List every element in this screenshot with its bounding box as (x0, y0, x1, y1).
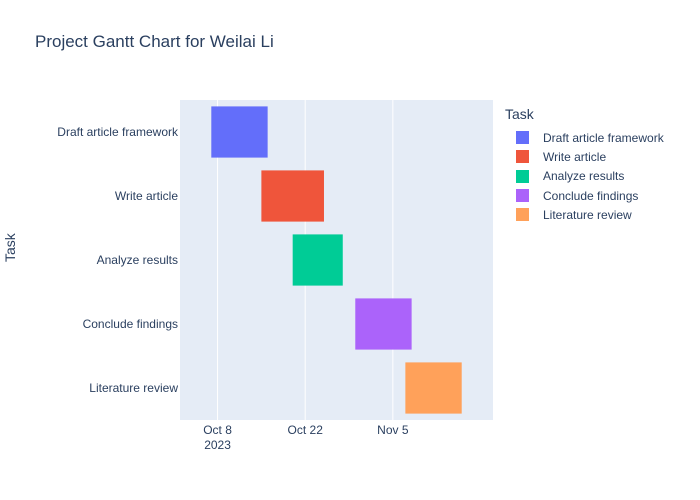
gantt-bar[interactable] (211, 106, 268, 158)
x-tick-label: Oct 8 (203, 423, 232, 437)
gantt-bar[interactable] (292, 234, 343, 286)
legend-label: Analyze results (543, 169, 625, 184)
y-tick-label: Write article (115, 189, 178, 203)
legend: Task Draft article framework Write articl… (505, 106, 664, 224)
legend-swatch (516, 150, 529, 164)
legend-label: Literature review (543, 207, 632, 222)
legend-items: Draft article framework Write article Anal… (505, 128, 664, 224)
legend-swatch (516, 208, 529, 222)
gantt-bar[interactable] (261, 170, 324, 222)
x-tick-sublabel: 2023 (204, 438, 231, 452)
y-tick-labels: Draft article framework Write article Anal… (57, 125, 179, 395)
y-tick-label: Literature review (89, 381, 178, 395)
gantt-bar[interactable] (405, 362, 462, 414)
legend-item[interactable]: Analyze results (505, 167, 664, 186)
chart-title: Project Gantt Chart for Weilai Li (35, 32, 274, 51)
y-axis-title: Task (2, 233, 18, 262)
legend-swatch (516, 169, 529, 183)
legend-label: Conclude findings (543, 188, 639, 203)
x-tick-label: Nov 5 (377, 423, 409, 437)
task-bars (211, 106, 462, 414)
y-tick-label: Conclude findings (83, 317, 178, 331)
legend-label: Draft article framework (543, 130, 664, 145)
legend-swatch (516, 131, 529, 145)
gantt-bar[interactable] (355, 298, 412, 350)
x-tick-label: Oct 22 (288, 423, 324, 437)
legend-item[interactable]: Literature review (505, 205, 664, 224)
legend-item[interactable]: Write article (505, 147, 664, 166)
legend-swatch (516, 189, 529, 203)
y-tick-label: Analyze results (97, 253, 178, 267)
legend-title: Task (505, 106, 534, 122)
legend-label: Write article (543, 149, 607, 164)
legend-item[interactable]: Draft article framework (505, 128, 664, 147)
y-tick-label: Draft article framework (57, 125, 179, 139)
legend-item[interactable]: Conclude findings (505, 186, 664, 205)
